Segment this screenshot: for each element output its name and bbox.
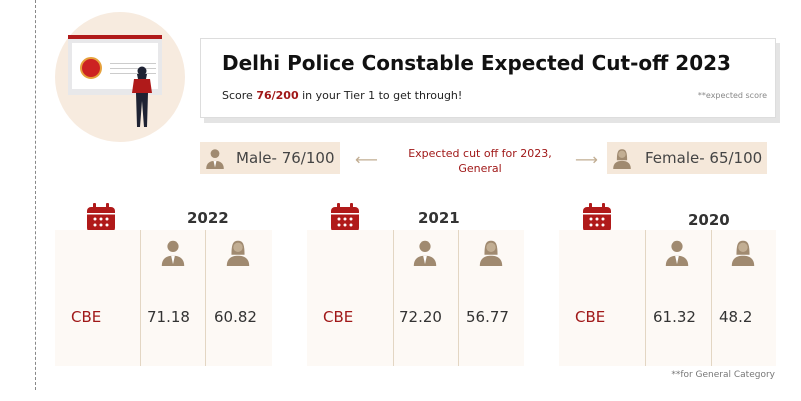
female-icon: [611, 147, 633, 169]
exam-mode: CBE: [575, 308, 606, 326]
female-cutoff-badge: Female- 65/100: [607, 142, 767, 174]
year-table-2021: CBE 72.20 56.77: [307, 230, 524, 366]
male-icon: [663, 238, 691, 266]
exam-mode: CBE: [323, 308, 354, 326]
year-label: 2021: [418, 209, 460, 227]
emblem-icon: [80, 57, 102, 79]
male-cutoff: 61.32: [653, 308, 696, 326]
year-table-2022: CBE 71.18 60.82: [55, 230, 272, 366]
male-cutoff-badge: Male- 76/100: [200, 142, 340, 174]
footnote: **for General Category: [671, 370, 775, 380]
calendar-icon: [330, 203, 360, 233]
female-icon: [224, 238, 252, 266]
expected-cutoff-label: Expected cut off for 2023, General: [408, 147, 552, 175]
calendar-icon: [582, 203, 612, 233]
female-cutoff: 60.82: [214, 308, 257, 326]
male-icon: [204, 147, 226, 169]
dashed-divider: [35, 0, 36, 390]
expected-score-note: **expected score: [697, 91, 767, 100]
female-icon: [729, 238, 757, 266]
calendar-icon: [86, 203, 116, 233]
male-icon: [159, 238, 187, 266]
title-card: Delhi Police Constable Expected Cut-off …: [200, 38, 776, 118]
exam-mode: CBE: [71, 308, 102, 326]
woman-figure-icon: [132, 66, 152, 127]
female-cutoff: 48.2: [719, 308, 753, 326]
year-table-2020: CBE 61.32 48.2: [559, 230, 776, 366]
female-icon: [477, 238, 505, 266]
subtitle: Score 76/200 in your Tier 1 to get throu…: [222, 89, 463, 102]
arrow-right-icon: ⟶: [575, 150, 598, 169]
board-illustration: [68, 35, 162, 95]
female-cutoff: 56.77: [466, 308, 509, 326]
male-cutoff: 72.20: [399, 308, 442, 326]
male-icon: [411, 238, 439, 266]
arrow-left-icon: ⟵: [355, 150, 378, 169]
year-label: 2022: [187, 209, 229, 227]
year-label: 2020: [688, 211, 730, 229]
male-cutoff: 71.18: [147, 308, 190, 326]
page-title: Delhi Police Constable Expected Cut-off …: [222, 51, 731, 75]
